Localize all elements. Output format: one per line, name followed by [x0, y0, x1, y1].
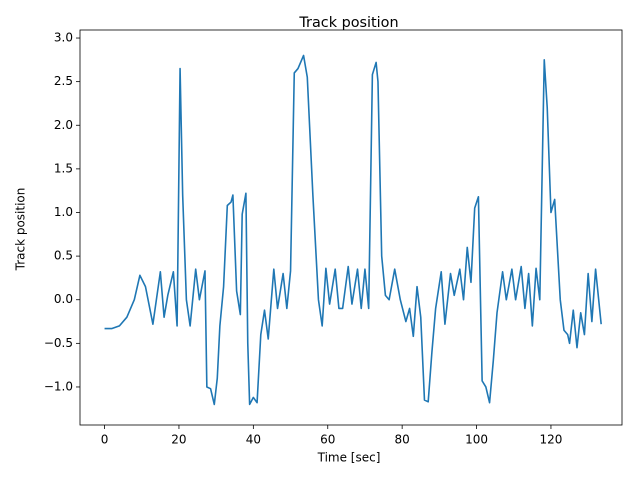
x-tick-label: 40 — [246, 433, 261, 447]
x-tick-label: 100 — [465, 433, 488, 447]
y-tick-label: 3.0 — [54, 31, 73, 45]
x-tick-label: 80 — [395, 433, 410, 447]
y-tick-label: −0.5 — [44, 336, 73, 350]
x-axis-label: Time [sec] — [317, 451, 381, 465]
y-tick-label: −1.0 — [44, 379, 73, 393]
data-line — [104, 54, 602, 406]
x-tick-label: 0 — [101, 433, 109, 447]
y-tick-label: 0.0 — [54, 292, 73, 306]
plot-frame — [79, 29, 623, 426]
chart-title: Track position — [298, 15, 398, 31]
x-tick-label: 20 — [171, 433, 186, 447]
y-tick-label: 2.5 — [54, 74, 73, 88]
y-tick-label: 1.5 — [54, 161, 73, 175]
y-tick-label: 1.0 — [54, 205, 73, 219]
x-tick-label: 60 — [320, 433, 335, 447]
y-tick-label: 0.5 — [54, 249, 73, 263]
y-axis-label: Track position — [14, 188, 28, 272]
y-tick-label: 2.0 — [54, 118, 73, 132]
x-tick-label: 120 — [539, 433, 562, 447]
